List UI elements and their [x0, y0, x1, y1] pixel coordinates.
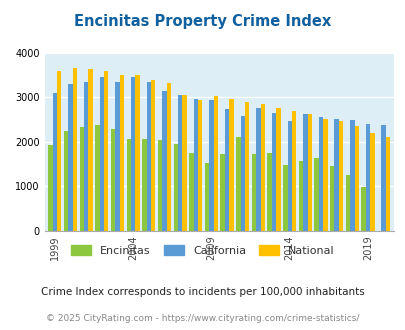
Bar [365, 124, 369, 231]
Bar [318, 117, 322, 231]
Bar [267, 152, 271, 231]
Bar [220, 154, 224, 231]
Bar [360, 187, 365, 231]
Bar [158, 140, 162, 231]
Bar [282, 165, 287, 231]
Bar [99, 77, 104, 231]
Bar [205, 163, 209, 231]
Bar [177, 95, 182, 231]
Bar [381, 125, 385, 231]
Bar [349, 120, 354, 231]
Text: © 2025 CityRating.com - https://www.cityrating.com/crime-statistics/: © 2025 CityRating.com - https://www.city… [46, 314, 359, 323]
Bar [68, 83, 72, 231]
Bar [57, 71, 61, 231]
Bar [84, 82, 88, 231]
Legend: Encinitas, California, National: Encinitas, California, National [66, 240, 339, 260]
Bar [334, 119, 338, 231]
Bar [104, 71, 108, 231]
Bar [260, 104, 264, 231]
Bar [146, 82, 151, 231]
Bar [244, 102, 249, 231]
Bar [142, 139, 146, 231]
Bar [88, 69, 92, 231]
Bar [173, 144, 177, 231]
Bar [48, 145, 53, 231]
Bar [236, 137, 240, 231]
Bar [338, 121, 342, 231]
Bar [193, 99, 198, 231]
Bar [345, 175, 349, 231]
Bar [287, 121, 291, 231]
Text: Crime Index corresponds to incidents per 100,000 inhabitants: Crime Index corresponds to incidents per… [41, 287, 364, 297]
Bar [135, 75, 139, 231]
Bar [53, 93, 57, 231]
Bar [369, 133, 374, 231]
Bar [95, 124, 99, 231]
Bar [291, 111, 296, 231]
Bar [182, 95, 186, 231]
Bar [115, 82, 119, 231]
Bar [256, 108, 260, 231]
Bar [313, 158, 318, 231]
Text: Encinitas Property Crime Index: Encinitas Property Crime Index [74, 14, 331, 29]
Bar [209, 100, 213, 231]
Bar [240, 116, 244, 231]
Bar [354, 126, 358, 231]
Bar [303, 114, 307, 231]
Bar [298, 161, 303, 231]
Bar [322, 119, 327, 231]
Bar [79, 127, 84, 231]
Bar [189, 153, 193, 231]
Bar [198, 100, 202, 231]
Bar [64, 131, 68, 231]
Bar [72, 68, 77, 231]
Bar [119, 75, 124, 231]
Bar [224, 109, 229, 231]
Bar [130, 77, 135, 231]
Bar [162, 91, 166, 231]
Bar [151, 80, 155, 231]
Bar [111, 128, 115, 231]
Bar [251, 154, 256, 231]
Bar [271, 114, 275, 231]
Bar [329, 166, 334, 231]
Bar [275, 109, 280, 231]
Bar [385, 137, 389, 231]
Bar [213, 96, 217, 231]
Bar [229, 99, 233, 231]
Bar [307, 114, 311, 231]
Bar [166, 83, 171, 231]
Bar [126, 139, 130, 231]
